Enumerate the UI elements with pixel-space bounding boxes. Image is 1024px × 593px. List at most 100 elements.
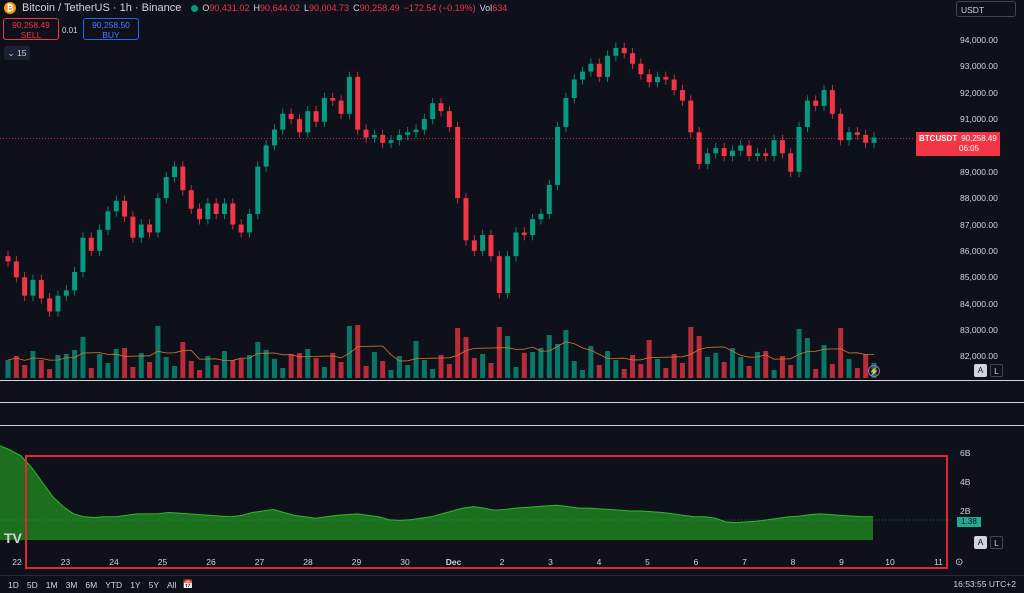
range-button[interactable]: 1Y (130, 579, 141, 590)
volume-bar (163, 357, 169, 378)
range-button[interactable]: 6M (85, 579, 98, 590)
candle-body (188, 190, 194, 209)
candle-body (779, 140, 785, 154)
time-tick: 4 (596, 557, 602, 567)
volume-bar (771, 370, 777, 378)
candle-body (396, 134, 402, 141)
symbol-title[interactable]: Bitcoin / TetherUS · 1h · Binance (22, 2, 182, 14)
volume-bar (271, 359, 277, 378)
range-button[interactable]: 5Y (148, 579, 159, 590)
range-button[interactable]: 5D (26, 579, 38, 590)
volume-area-line (0, 445, 873, 524)
pane-divider[interactable] (0, 380, 1024, 381)
range-button[interactable]: 1D (8, 579, 19, 590)
volume-bar (330, 353, 336, 378)
candle-body (729, 150, 735, 156)
volume-bar (197, 370, 203, 378)
candle-body (513, 232, 519, 257)
candle-body (638, 63, 644, 75)
buy-price: 90,258.50 (92, 20, 130, 30)
auto-scale-button[interactable]: A (974, 536, 987, 549)
volume-tick: 4B (960, 477, 971, 487)
volume-area (0, 445, 873, 540)
volume-bar (455, 328, 461, 378)
candle-body (213, 203, 219, 214)
candle-body (671, 79, 677, 91)
ohlc-change: −172.54 (−0.19%) (403, 3, 476, 13)
volume-bar (713, 353, 719, 378)
time-tick: 22 (12, 557, 22, 567)
candle-body (696, 132, 702, 164)
calendar-icon[interactable]: 📅 (182, 579, 194, 589)
time-tick: 7 (742, 557, 747, 567)
volume-bar (621, 369, 627, 378)
candle-body (388, 140, 394, 143)
volume-bar (788, 365, 794, 378)
candle-body (330, 97, 336, 101)
interval-toggle-button[interactable]: ⌄ 15 (4, 46, 30, 60)
volume-bar (821, 345, 827, 378)
candle-body (546, 184, 552, 214)
last-price-badge: BTCUSDT 90,258.49 06:05 (916, 132, 1000, 156)
candle-body (288, 113, 294, 120)
volume-bar (172, 366, 178, 378)
volume-bar (563, 330, 569, 378)
volume-bar (580, 370, 586, 378)
price-chart[interactable] (0, 0, 950, 590)
candle-body (663, 76, 669, 80)
candle-body (505, 256, 511, 294)
candle-body (338, 100, 344, 114)
candle-body (804, 100, 810, 127)
flash-icon[interactable]: ⚡ (868, 365, 880, 377)
volume-bar (838, 328, 844, 378)
log-scale-button[interactable]: L (990, 536, 1003, 549)
candle-body (480, 235, 486, 251)
price-tick: 87,000.00 (960, 219, 998, 230)
tradingview-logo[interactable]: TV (4, 530, 22, 546)
currency-selector[interactable]: USDT (956, 1, 1016, 17)
volume-bar (305, 349, 311, 378)
bottom-toolbar: 1D 5D 1M 3M 6M YTD 1Y 5Y All 📅 16:53:55 UTC+2 (0, 575, 1024, 593)
candle-body (630, 53, 636, 64)
candle-body (688, 100, 694, 133)
volume-bar (688, 327, 694, 378)
bitcoin-icon: ₿ (4, 2, 16, 14)
candle-body (147, 224, 153, 233)
auto-scale-button[interactable]: A (974, 364, 987, 377)
volume-bar (355, 325, 361, 378)
pane-divider[interactable] (0, 425, 1024, 426)
buy-button[interactable]: 90,258.50 BUY (83, 18, 139, 40)
settings-icon[interactable]: ⊙ (955, 557, 964, 568)
volume-bar (130, 367, 136, 378)
volume-bar (88, 368, 94, 378)
candle-body (813, 100, 819, 106)
volume-bar (321, 367, 327, 378)
volume-bar (471, 358, 477, 378)
candle-body (105, 211, 111, 230)
volume-bar (538, 348, 544, 378)
candle-body (405, 132, 411, 135)
price-tick: 85,000.00 (960, 272, 998, 283)
volume-bar (147, 362, 153, 378)
range-button[interactable]: YTD (105, 579, 123, 590)
time-tick: 2 (499, 557, 505, 567)
range-button[interactable]: 3M (65, 579, 78, 590)
volume-bar (13, 356, 19, 378)
sell-button[interactable]: 90,258.49 SELL (3, 18, 59, 40)
candle-body (655, 76, 660, 83)
volume-bar (97, 354, 103, 378)
ohlc-high: H90,644.02 (253, 3, 300, 13)
volume-bar (671, 354, 677, 378)
pane-divider[interactable] (0, 402, 1024, 403)
volume-bar (413, 341, 419, 378)
volume-bar (513, 367, 519, 378)
range-button[interactable]: All (167, 579, 177, 590)
volume-bar (296, 353, 302, 378)
clock[interactable]: 16:53:55 UTC+2 (953, 579, 1016, 589)
volume-bar (446, 364, 452, 378)
log-scale-button[interactable]: L (990, 364, 1003, 377)
candle-body (5, 256, 11, 262)
candle-body (738, 145, 744, 151)
volume-bar (605, 351, 611, 378)
range-button[interactable]: 1M (45, 579, 58, 590)
